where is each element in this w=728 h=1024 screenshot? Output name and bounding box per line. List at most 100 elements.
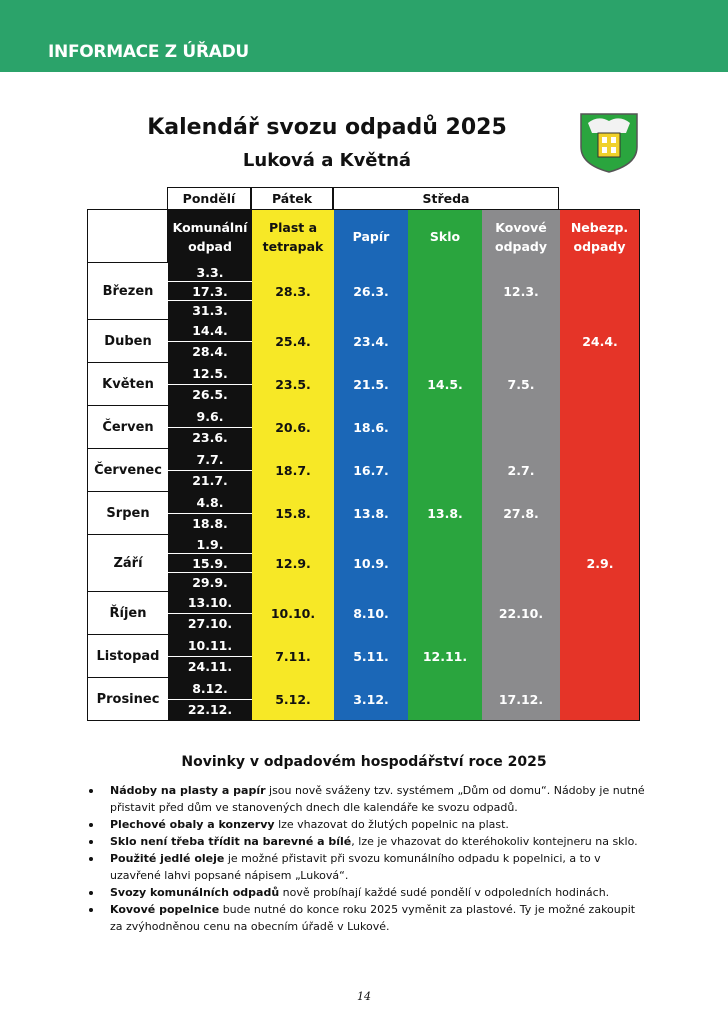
news-item-bold: Plechové obaly a konzervy	[110, 818, 275, 831]
month-cell: Duben	[87, 320, 168, 363]
news-item-text: , lze je vhazovat do kteréhokoliv kontej…	[351, 835, 638, 848]
papir-date: 10.9.	[353, 556, 389, 571]
sklo-date: 12.11.	[422, 649, 468, 664]
news-item-bold: Nádoby na plasty a papír	[110, 784, 266, 797]
column-header: Plast a tetrapak	[252, 209, 334, 263]
group-header: Pátek	[251, 187, 333, 210]
plast-date: 15.8.	[275, 506, 311, 521]
month-cell: Prosinec	[87, 678, 168, 721]
news-list: Nádoby na plasty a papír jsou nově sváže…	[86, 782, 646, 935]
column-fill	[560, 263, 640, 721]
column-header: Komunální odpad	[168, 209, 252, 263]
papir-date: 26.3.	[353, 284, 389, 299]
plast-date: 23.5.	[275, 377, 311, 392]
komunalni-date: 23.6.	[168, 427, 252, 449]
month-cell: Září	[87, 535, 168, 592]
news-item: Kovové popelnice bude nutné do konce rok…	[86, 901, 646, 935]
news-item-text: lze vhazovat do žlutých popelnic na plas…	[274, 818, 509, 831]
kovove-date: 27.8.	[503, 506, 539, 521]
news-item-text: bude nutné do konce roku 2025 vyměnit za…	[110, 903, 636, 933]
komunalni-date: 29.9.	[168, 573, 252, 592]
news-item-text: nově probíhají každé sudé pondělí v odpo…	[279, 886, 610, 899]
news-item-bold: Použité jedlé oleje	[110, 852, 225, 865]
corner-cell	[87, 209, 168, 263]
page-number: 14	[357, 990, 371, 1003]
komunalni-date: 10.11.	[168, 635, 252, 657]
month-cell: Červenec	[87, 449, 168, 492]
column-fill	[252, 263, 334, 721]
month-cell: Květen	[87, 363, 168, 406]
komunalni-date: 26.5.	[168, 384, 252, 406]
komunalni-date: 27.10.	[168, 613, 252, 635]
nebezp-date: 24.4.	[582, 334, 618, 349]
news-item: Použité jedlé oleje je možné přistavit p…	[86, 850, 646, 884]
sklo-date: 13.8.	[427, 506, 463, 521]
header-label: INFORMACE Z ÚŘADU	[48, 42, 249, 62]
news-item-text: je možné přistavit při svozu komunálního…	[110, 852, 601, 882]
komunalni-date: 28.4.	[168, 341, 252, 363]
news-item: Svozy komunálních odpadů nově probíhají …	[86, 884, 646, 901]
komunalni-date: 8.12.	[168, 678, 252, 700]
komunalni-date: 24.11.	[168, 656, 252, 678]
column-header: Nebezp. odpady	[560, 209, 640, 263]
komunalni-date: 4.8.	[168, 492, 252, 514]
plast-date: 12.9.	[275, 556, 311, 571]
plast-date: 25.4.	[275, 334, 311, 349]
plast-date: 28.3.	[275, 284, 311, 299]
kovove-date: 7.5.	[507, 377, 535, 392]
papir-date: 8.10.	[353, 606, 389, 621]
news-title: Novinky v odpadovém hospodářství roce 20…	[181, 754, 547, 770]
plast-date: 7.11.	[275, 649, 311, 664]
month-cell: Listopad	[87, 635, 168, 678]
komunalni-date: 18.8.	[168, 513, 252, 535]
group-header: Středa	[333, 187, 559, 210]
header-bar: INFORMACE Z ÚŘADU	[0, 0, 728, 72]
column-header: Papír	[334, 209, 408, 263]
subtitle: Luková a Květná	[242, 150, 412, 171]
month-cell: Červen	[87, 406, 168, 449]
plast-date: 20.6.	[275, 420, 311, 435]
komunalni-date: 17.3.	[168, 282, 252, 301]
coat-of-arms	[580, 113, 638, 173]
news-item: Plechové obaly a konzervy lze vhazovat d…	[86, 816, 646, 833]
title: Kalendář svozu odpadů 2025	[147, 115, 507, 140]
kovove-date: 22.10.	[498, 606, 544, 621]
news-item: Nádoby na plasty a papír jsou nově sváže…	[86, 782, 646, 816]
papir-date: 16.7.	[353, 463, 389, 478]
sklo-date: 14.5.	[427, 377, 463, 392]
komunalni-date: 9.6.	[168, 406, 252, 428]
column-fill	[334, 263, 408, 721]
papir-date: 5.11.	[353, 649, 389, 664]
komunalni-date: 21.7.	[168, 470, 252, 492]
month-cell: Březen	[87, 263, 168, 320]
news-item-bold: Kovové popelnice	[110, 903, 220, 916]
column-fill	[408, 263, 482, 721]
month-cell: Říjen	[87, 592, 168, 635]
kovove-date: 2.7.	[507, 463, 535, 478]
nebezp-date: 2.9.	[586, 556, 614, 571]
komunalni-date: 22.12.	[168, 699, 252, 721]
news-item-bold: Sklo není třeba třídit na barevné a bílé	[110, 835, 352, 848]
papir-date: 3.12.	[353, 692, 389, 707]
papir-date: 18.6.	[353, 420, 389, 435]
komunalni-date: 31.3.	[168, 301, 252, 320]
papir-date: 13.8.	[353, 506, 389, 521]
komunalni-date: 13.10.	[168, 592, 252, 614]
komunalni-date: 15.9.	[168, 554, 252, 573]
papir-date: 21.5.	[353, 377, 389, 392]
komunalni-date: 1.9.	[168, 535, 252, 554]
month-cell: Srpen	[87, 492, 168, 535]
papir-date: 23.4.	[353, 334, 389, 349]
group-header: Pondělí	[167, 187, 251, 210]
plast-date: 5.12.	[275, 692, 311, 707]
plast-date: 10.10.	[270, 606, 316, 621]
column-header: Kovové odpady	[482, 209, 560, 263]
komunalni-date: 7.7.	[168, 449, 252, 471]
news-item: Sklo není třeba třídit na barevné a bílé…	[86, 833, 646, 850]
news-item-text: jsou nově sváženy tzv. systémem „Dům od …	[110, 784, 645, 814]
plast-date: 18.7.	[275, 463, 311, 478]
komunalni-date: 12.5.	[168, 363, 252, 385]
kovove-date: 12.3.	[503, 284, 539, 299]
komunalni-date: 3.3.	[168, 263, 252, 282]
